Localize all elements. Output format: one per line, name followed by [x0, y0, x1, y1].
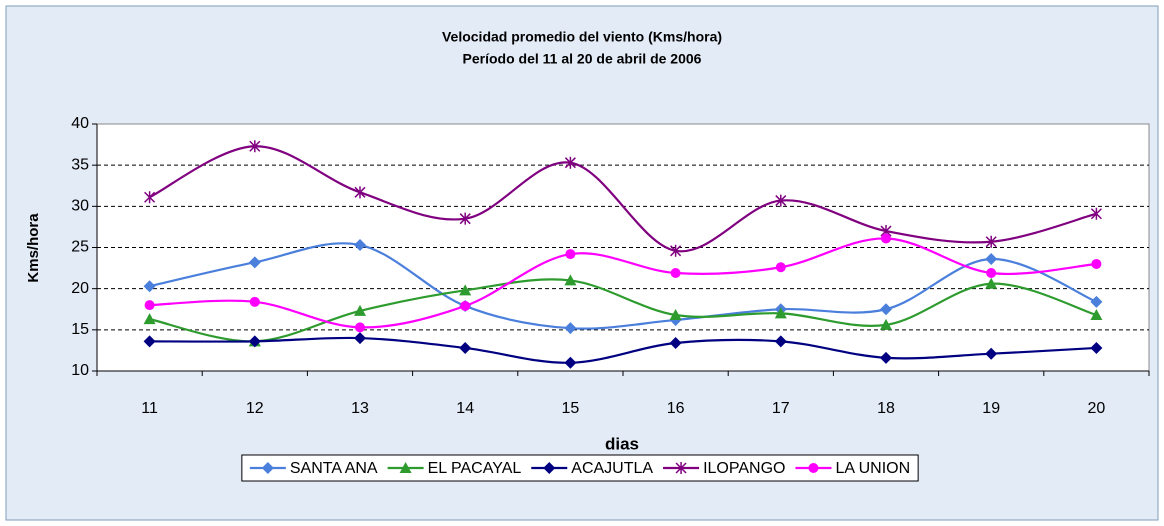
- marker: [261, 462, 274, 474]
- y-tick-label: 25: [71, 239, 89, 256]
- marker: [774, 335, 787, 348]
- marker: [565, 249, 576, 260]
- marker: [986, 268, 997, 279]
- marker: [459, 341, 472, 354]
- y-tick-label: 10: [71, 362, 89, 379]
- marker: [249, 296, 260, 307]
- legend: SANTA ANA EL PACAYAL ACAJUTLA ILOPANGO LA UN…: [241, 454, 919, 482]
- marker: [143, 335, 156, 348]
- legend-item: ILOPANGO: [663, 460, 785, 477]
- marker: [880, 303, 892, 316]
- marker: [880, 351, 892, 364]
- marker: [564, 274, 577, 286]
- legend-item: ACAJUTLA: [531, 460, 653, 477]
- marker: [1090, 309, 1103, 321]
- marker: [354, 239, 366, 252]
- marker: [248, 256, 261, 269]
- marker: [354, 332, 366, 345]
- legend-item: SANTA ANA: [249, 460, 378, 477]
- marker: [459, 212, 471, 225]
- marker: [775, 194, 787, 207]
- marker: [354, 304, 366, 316]
- legend-item: EL PACAYAL: [387, 460, 522, 477]
- marker: [143, 313, 156, 325]
- x-tick-label: 12: [246, 400, 264, 417]
- x-tick-label: 20: [1088, 400, 1106, 417]
- marker: [670, 244, 682, 257]
- marker: [985, 253, 998, 266]
- marker: [399, 462, 412, 473]
- marker: [1091, 258, 1102, 269]
- marker: [144, 300, 155, 311]
- series-line: [149, 145, 1097, 253]
- marker: [774, 307, 787, 319]
- y-tick-label: 30: [71, 198, 89, 215]
- marker: [249, 140, 261, 153]
- marker: [354, 186, 366, 199]
- marker: [248, 335, 261, 348]
- x-tick-label: 17: [772, 400, 790, 417]
- legend-label: SANTA ANA: [290, 460, 378, 477]
- marker: [669, 309, 682, 321]
- x-tick-label: 16: [667, 400, 685, 417]
- marker: [144, 191, 156, 204]
- x-tick-label: 13: [351, 400, 369, 417]
- legend-label: ILOPANGO: [703, 460, 785, 477]
- marker: [808, 463, 819, 473]
- y-tick-label: 35: [71, 156, 89, 173]
- legend-label: ACAJUTLA: [571, 460, 653, 477]
- marker: [564, 322, 577, 335]
- marker: [1090, 341, 1103, 354]
- marker: [775, 262, 786, 273]
- x-tick-label: 18: [877, 400, 895, 417]
- marker: [985, 235, 997, 248]
- y-tick-label: 40: [71, 115, 89, 132]
- y-tick-label: 20: [71, 280, 89, 297]
- marker: [881, 233, 891, 244]
- marker: [669, 337, 682, 350]
- chart-title: Velocidad promedio del viento (Kms/hora): [442, 29, 722, 45]
- legend-label: EL PACAYAL: [428, 460, 522, 477]
- legend-label: LA UNION: [835, 460, 910, 477]
- x-tick-label: 19: [982, 400, 1000, 417]
- marker: [543, 462, 556, 474]
- marker: [880, 318, 892, 330]
- marker: [564, 356, 577, 369]
- legend-item: LA UNION: [795, 460, 910, 477]
- marker: [985, 277, 998, 289]
- y-tick-label: 15: [71, 321, 89, 338]
- marker: [675, 462, 687, 474]
- marker: [459, 284, 472, 296]
- x-tick-label: 11: [141, 400, 158, 417]
- marker: [985, 347, 998, 360]
- series-line: [149, 237, 1097, 329]
- marker: [460, 300, 471, 311]
- marker: [1090, 207, 1102, 220]
- marker: [1090, 295, 1103, 308]
- marker: [143, 280, 156, 293]
- x-tick-label: 14: [456, 400, 474, 417]
- marker: [564, 156, 576, 169]
- series-line: [149, 336, 1097, 364]
- series-line: [149, 278, 1097, 343]
- marker: [670, 268, 681, 279]
- x-axis-label: dias: [605, 434, 639, 453]
- y-axis-label: Kms/hora: [25, 213, 42, 283]
- series-line: [149, 242, 1097, 330]
- marker: [355, 322, 365, 333]
- chart-subtitle: Período del 11 al 20 de abril de 2006: [463, 51, 702, 67]
- x-tick-label: 15: [562, 400, 580, 417]
